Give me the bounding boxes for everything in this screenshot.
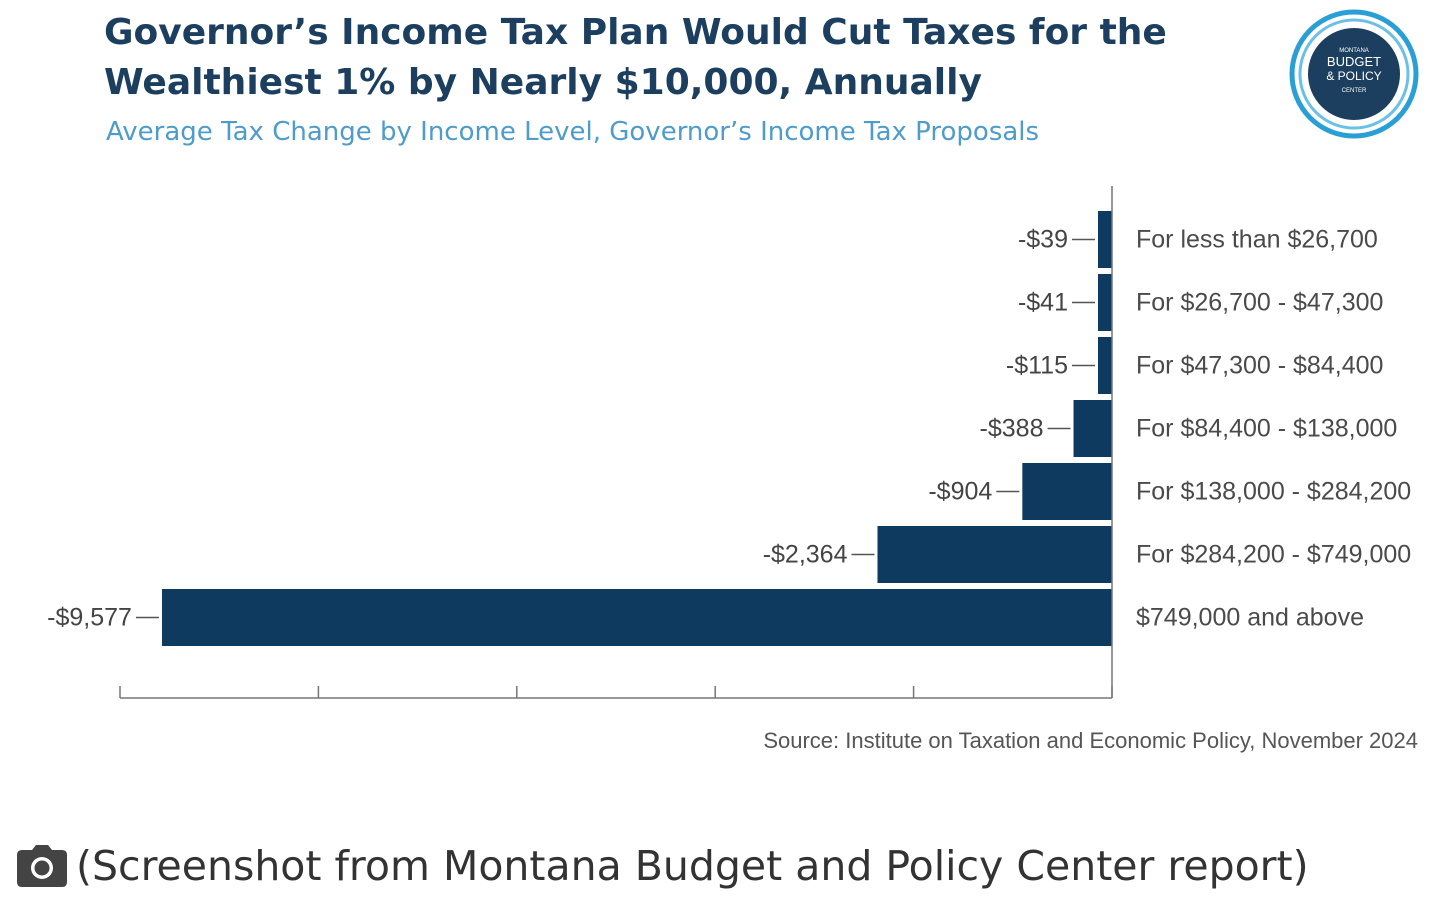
- category-label-0: For less than $26,700: [1136, 226, 1378, 254]
- camera-icon: [17, 845, 67, 887]
- category-label-3: For $84,400 - $138,000: [1136, 415, 1397, 443]
- logo-text-line4: CENTER: [1342, 88, 1367, 94]
- category-label-2: For $47,300 - $84,400: [1136, 352, 1383, 380]
- labels-group: -$39 For less than $26,700 -$41 For $26,700…: [47, 226, 1411, 632]
- bar-chart: -$39 For less than $26,700 -$41 For $26,700…: [47, 186, 1411, 699]
- bar-0: [1098, 211, 1112, 268]
- logo-text-line1: MONTANA: [1339, 48, 1369, 54]
- bar-4: [1022, 463, 1112, 520]
- bar-6: [161, 589, 1112, 646]
- value-label-2: -$115: [1006, 352, 1068, 380]
- category-label-1: For $26,700 - $47,300: [1136, 289, 1383, 317]
- source-note: Source: Institute on Taxation and Econom…: [763, 728, 1418, 753]
- image-caption: (Screenshot from Montana Budget and Poli…: [16, 836, 1309, 896]
- bar-2: [1098, 337, 1112, 394]
- logo-text-line2: BUDGET: [1327, 54, 1381, 69]
- logo-text-line3: & POLICY: [1326, 69, 1381, 83]
- caption-text: (Screenshot from Montana Budget and Poli…: [76, 842, 1309, 890]
- bar-5: [877, 526, 1112, 583]
- chart-subtitle: Average Tax Change by Income Level, Gove…: [106, 117, 1040, 147]
- category-label-4: For $138,000 - $284,200: [1136, 478, 1411, 506]
- bar-3: [1073, 400, 1112, 457]
- chart-title: Governor’s Income Tax Plan Would Cut Tax…: [104, 12, 1167, 103]
- value-label-1: -$41: [1018, 289, 1068, 317]
- value-label-6: -$9,577: [47, 604, 132, 632]
- value-label-0: -$39: [1018, 226, 1068, 254]
- category-label-6: $749,000 and above: [1136, 604, 1364, 632]
- value-label-4: -$904: [928, 478, 992, 506]
- value-label-5: -$2,364: [763, 541, 848, 569]
- bars-group: [161, 211, 1112, 646]
- mbpc-logo: MONTANA BUDGET & POLICY CENTER: [1289, 9, 1419, 139]
- x-axis: [119, 186, 1113, 699]
- bar-1: [1098, 274, 1112, 331]
- value-label-3: -$388: [980, 415, 1044, 443]
- category-label-5: For $284,200 - $749,000: [1136, 541, 1411, 569]
